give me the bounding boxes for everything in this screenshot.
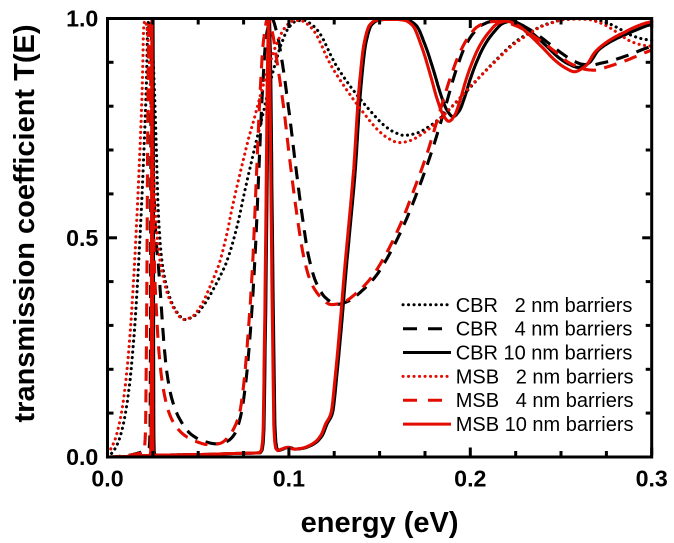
svg-text:1.0: 1.0 (66, 6, 98, 32)
svg-text:MSB 4 nm barriers: MSB 4 nm barriers (456, 390, 634, 412)
svg-text:0.1: 0.1 (273, 466, 305, 492)
svg-text:CBR 2 nm barriers: CBR 2 nm barriers (456, 295, 633, 317)
svg-text:MSB 2 nm barriers: MSB 2 nm barriers (456, 366, 634, 388)
svg-text:0.0: 0.0 (91, 466, 123, 492)
svg-text:0.2: 0.2 (454, 466, 486, 492)
svg-text:CBR 4 nm barriers: CBR 4 nm barriers (456, 319, 633, 341)
svg-text:0.5: 0.5 (66, 225, 98, 251)
svg-text:transmission coefficient T(E): transmission coefficient T(E) (9, 24, 41, 422)
svg-text:MSB 10 nm barriers: MSB 10 nm barriers (456, 414, 634, 436)
svg-text:energy (eV): energy (eV) (301, 507, 459, 539)
svg-text:CBR 10 nm barriers: CBR 10 nm barriers (456, 343, 633, 365)
svg-text:0.3: 0.3 (636, 466, 668, 492)
svg-text:0.0: 0.0 (66, 444, 98, 470)
